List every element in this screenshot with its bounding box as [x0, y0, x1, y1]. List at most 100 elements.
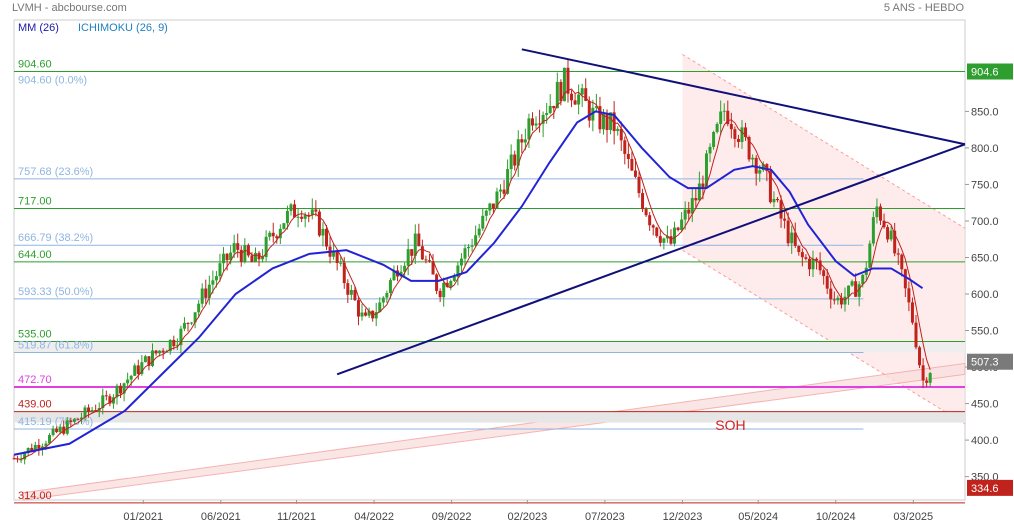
candle-body [190, 322, 194, 324]
candle-body [609, 112, 613, 131]
y-tick-label-10: 850.0 [971, 106, 999, 118]
ichimoku-tenkan-line [13, 88, 931, 460]
candle-body [388, 280, 392, 293]
candle-body [818, 260, 822, 271]
candle-body [356, 300, 360, 317]
candle-body [694, 198, 698, 201]
candle-body [573, 100, 577, 105]
candle-body [278, 228, 282, 239]
candle-body [903, 269, 907, 289]
candle-body [268, 232, 272, 237]
candle-body [342, 262, 346, 284]
candle-body [825, 276, 829, 289]
x-tick-label-2: 11/2021 [277, 511, 316, 523]
candle-body [783, 218, 787, 221]
candle-body [683, 209, 687, 220]
candle-body [417, 233, 421, 247]
y-tick-label-6: 650.0 [971, 252, 999, 264]
candle-body [435, 274, 439, 291]
candle-body [786, 220, 790, 244]
x-tick-label-6: 07/2023 [585, 511, 625, 523]
candle-body [807, 258, 811, 270]
candle-body [594, 106, 598, 108]
candle-body [871, 217, 875, 244]
candle-body [229, 252, 233, 261]
candle-body [236, 243, 240, 250]
candle-body [214, 276, 218, 281]
candle-body [158, 350, 162, 354]
candle-body [445, 282, 449, 287]
candle-body [222, 253, 226, 264]
candle-body [715, 123, 719, 132]
candle-body [584, 88, 588, 101]
soh-annotation: SOH [715, 417, 745, 433]
candle-body [729, 124, 733, 130]
candle-body [360, 312, 364, 317]
price-tag-label-1: 507.3 [971, 357, 999, 369]
candle-body [644, 209, 648, 216]
candle-body [310, 209, 314, 215]
candle-body [850, 281, 854, 286]
candle-body [633, 170, 637, 177]
candle-body [506, 169, 510, 194]
candle-body [257, 252, 261, 260]
candle-body [140, 362, 144, 374]
candle-body [147, 356, 151, 366]
candle-body [839, 297, 843, 305]
candle-body [218, 263, 222, 277]
candle-body [314, 209, 318, 212]
candle-body [701, 183, 705, 188]
x-tick-label-5: 02/2023 [507, 511, 547, 523]
candle-body [30, 447, 34, 452]
candle-body [303, 214, 307, 219]
legend-ma[interactable]: MM (26) [18, 22, 59, 34]
candle-body [403, 265, 407, 272]
candle-body [317, 211, 321, 236]
candle-body [246, 245, 250, 256]
candle-body [69, 420, 73, 422]
level-label-7: 519.87 (61.8%) [18, 340, 93, 352]
level-label-1: 757.68 (23.6%) [18, 166, 93, 178]
candle-body [197, 303, 201, 313]
candle-body [747, 137, 751, 160]
candle-body [87, 407, 91, 412]
candle-body [648, 215, 652, 226]
candle-body [420, 246, 424, 260]
level-label-6: 535.00 [18, 328, 52, 340]
x-tick-label-8: 05/2024 [738, 511, 778, 523]
legend-ichimoku[interactable]: ICHIMOKU (26, 9) [78, 22, 168, 34]
candle-body [726, 110, 730, 125]
candle-body [676, 227, 680, 231]
candle-body [271, 232, 275, 237]
candle-body [836, 297, 840, 301]
candle-body [623, 140, 627, 154]
candle-body [296, 216, 300, 218]
candle-body [161, 350, 165, 353]
candle-body [474, 235, 478, 246]
candle-body [854, 281, 858, 297]
candle-body [108, 396, 112, 404]
candle-body [207, 284, 211, 298]
candle-body [289, 204, 293, 211]
candle-body [449, 280, 453, 287]
trendline-0 [521, 48, 966, 146]
candle-body [673, 227, 677, 244]
candle-body [427, 260, 431, 262]
candle-body [680, 219, 684, 231]
candle-body [65, 420, 69, 434]
x-tick-label-10: 03/2025 [893, 511, 933, 523]
zone-gray-upper [14, 341, 965, 353]
descending-channel [682, 54, 965, 425]
price-tag-label-0: 904.6 [971, 67, 999, 79]
candle-body [23, 453, 27, 460]
level-label-5: 593.33 (50.0%) [18, 286, 93, 298]
moving-average-line [13, 110, 924, 456]
candle-body [758, 170, 762, 174]
candle-body [239, 249, 243, 262]
candle-body [126, 379, 130, 384]
candle-body [847, 285, 851, 297]
candle-body [530, 118, 534, 126]
candle-body [364, 312, 368, 316]
candle-body [413, 233, 417, 256]
